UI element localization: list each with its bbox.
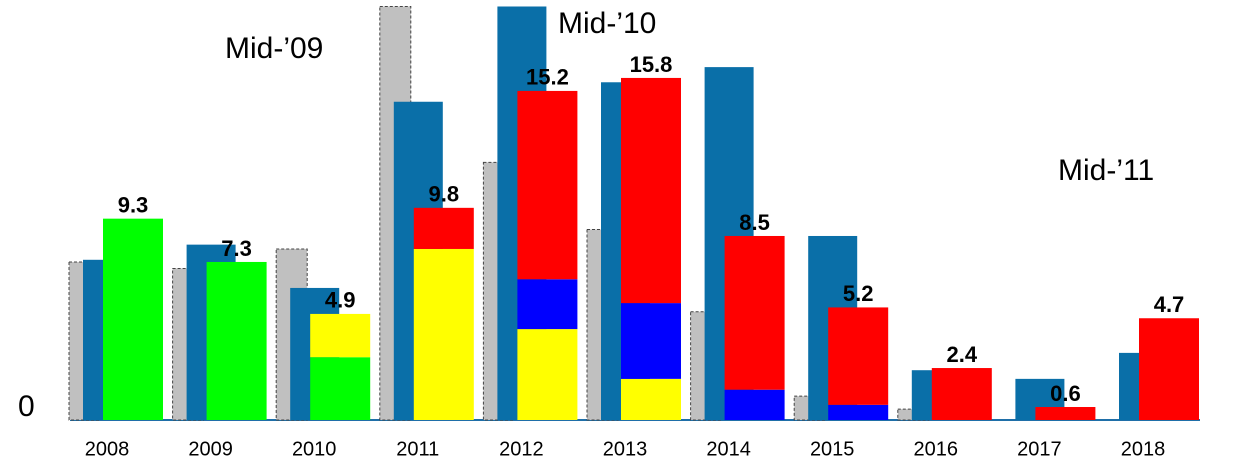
- bar-segment: [1139, 318, 1199, 420]
- bar-segment: [413, 207, 474, 249]
- bar-segment: [621, 303, 681, 379]
- x-tick-label: 2014: [706, 438, 751, 460]
- annotation: Mid-’10: [558, 7, 656, 40]
- annotation: Mid-’09: [225, 32, 323, 65]
- bar-segment: [724, 235, 785, 390]
- value-label: 15.2: [526, 65, 569, 90]
- x-tick-label: 2016: [914, 438, 959, 460]
- x-tick-label: 2008: [85, 438, 130, 460]
- x-tick-label: 2009: [188, 438, 233, 460]
- value-label: 4.9: [325, 288, 356, 313]
- bar-segment: [724, 389, 785, 420]
- value-label: 9.3: [118, 192, 149, 217]
- value-label: 9.8: [429, 182, 460, 207]
- value-label: 2.4: [947, 342, 978, 367]
- bar-segment: [310, 313, 371, 358]
- bar-segment: [517, 279, 578, 330]
- bar-segment: [828, 307, 889, 405]
- annotation: Mid-’11: [1058, 154, 1154, 187]
- x-tick-label: 2010: [292, 438, 337, 460]
- x-tick-label: 2012: [499, 438, 544, 460]
- bar-segment: [828, 404, 889, 420]
- value-label: 7.3: [221, 236, 252, 261]
- value-label: 4.7: [1154, 292, 1185, 317]
- bar-segment: [1035, 407, 1096, 420]
- value-label: 0.6: [1050, 381, 1081, 406]
- x-tick-label: 2015: [810, 438, 855, 460]
- x-tick-label: 2011: [396, 438, 439, 460]
- value-label: 8.5: [739, 210, 770, 235]
- bar-segment: [103, 218, 163, 420]
- bar-segment: [517, 90, 578, 280]
- bar-segment: [206, 261, 267, 420]
- bar-segment: [931, 368, 992, 420]
- bar-segment: [413, 248, 474, 420]
- bar-segment: [310, 357, 371, 420]
- x-tick-label: 2018: [1121, 438, 1166, 460]
- value-label: 5.2: [843, 281, 874, 306]
- value-label: 15.8: [630, 52, 673, 77]
- bar-segment: [517, 329, 578, 420]
- y-tick-label: 0: [18, 390, 35, 423]
- bar-segment: [621, 378, 681, 420]
- x-tick-label: 2013: [603, 438, 648, 460]
- bar-segment: [621, 77, 681, 304]
- x-tick-label: 2017: [1017, 438, 1062, 460]
